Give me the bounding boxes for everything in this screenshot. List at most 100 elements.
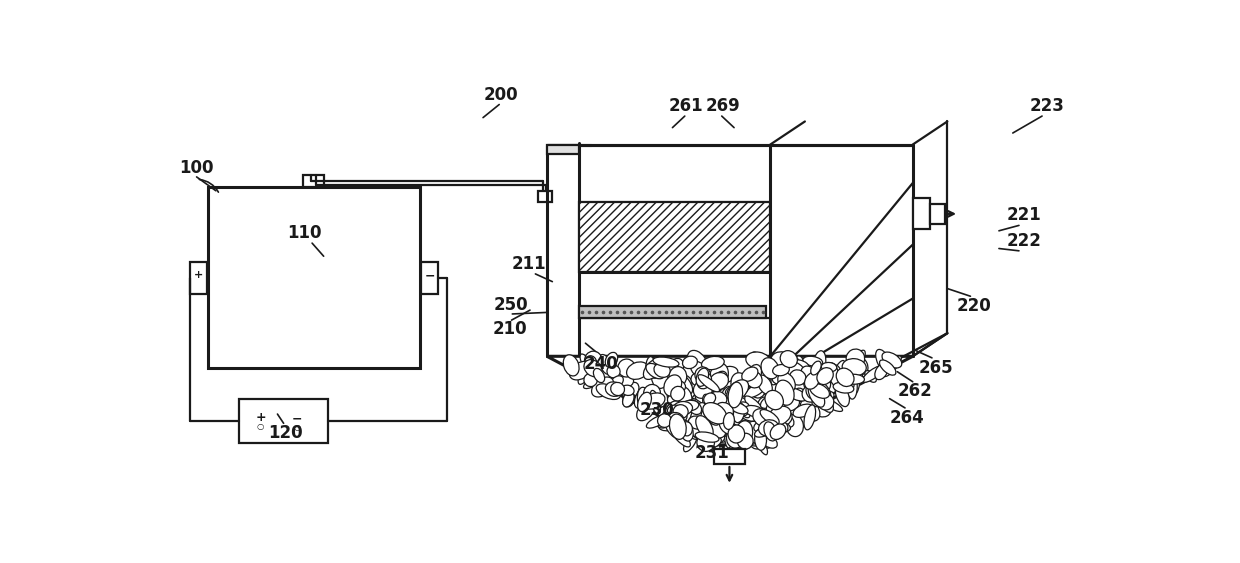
Ellipse shape <box>733 403 744 423</box>
Ellipse shape <box>698 436 722 450</box>
Ellipse shape <box>729 403 748 414</box>
Ellipse shape <box>753 409 773 427</box>
Text: −: − <box>291 412 303 425</box>
Ellipse shape <box>750 423 766 437</box>
Ellipse shape <box>697 397 712 409</box>
Ellipse shape <box>751 385 765 398</box>
Ellipse shape <box>801 366 815 378</box>
Ellipse shape <box>750 354 766 379</box>
Ellipse shape <box>764 418 777 436</box>
Ellipse shape <box>717 425 739 443</box>
Ellipse shape <box>702 406 718 430</box>
Ellipse shape <box>580 354 593 373</box>
Ellipse shape <box>833 382 854 393</box>
Ellipse shape <box>621 385 634 395</box>
Ellipse shape <box>671 391 693 403</box>
Ellipse shape <box>711 371 728 392</box>
Ellipse shape <box>732 391 750 408</box>
Ellipse shape <box>722 395 737 409</box>
Ellipse shape <box>691 403 707 428</box>
Ellipse shape <box>801 396 815 410</box>
Ellipse shape <box>848 358 862 373</box>
Text: 269: 269 <box>706 97 740 115</box>
Ellipse shape <box>584 373 598 387</box>
Ellipse shape <box>758 375 773 394</box>
Ellipse shape <box>810 385 828 408</box>
Ellipse shape <box>688 416 706 429</box>
Ellipse shape <box>792 356 804 370</box>
Ellipse shape <box>725 384 743 395</box>
Ellipse shape <box>704 409 718 425</box>
Ellipse shape <box>773 371 786 384</box>
Ellipse shape <box>715 403 733 418</box>
Ellipse shape <box>673 401 692 415</box>
Ellipse shape <box>605 382 622 396</box>
Ellipse shape <box>644 359 662 379</box>
Ellipse shape <box>849 372 859 395</box>
Ellipse shape <box>702 432 712 445</box>
Ellipse shape <box>701 407 720 424</box>
Ellipse shape <box>578 362 593 385</box>
Ellipse shape <box>760 392 782 408</box>
Ellipse shape <box>760 434 777 448</box>
Ellipse shape <box>807 374 822 399</box>
Ellipse shape <box>849 350 866 372</box>
Ellipse shape <box>763 404 779 425</box>
Ellipse shape <box>713 401 732 414</box>
Ellipse shape <box>587 372 598 385</box>
Ellipse shape <box>696 368 708 386</box>
Ellipse shape <box>808 385 825 407</box>
Ellipse shape <box>687 408 704 432</box>
Ellipse shape <box>742 367 758 381</box>
Ellipse shape <box>836 382 849 406</box>
Ellipse shape <box>730 373 749 395</box>
Bar <box>930 204 945 224</box>
Ellipse shape <box>817 383 831 403</box>
Ellipse shape <box>680 400 699 411</box>
Ellipse shape <box>766 425 784 439</box>
Ellipse shape <box>665 417 681 439</box>
Ellipse shape <box>691 361 706 376</box>
Ellipse shape <box>585 356 596 371</box>
Ellipse shape <box>728 382 743 408</box>
Ellipse shape <box>745 427 760 445</box>
Ellipse shape <box>605 352 618 368</box>
Ellipse shape <box>673 405 688 418</box>
Bar <box>547 145 579 154</box>
Text: 230: 230 <box>640 401 675 419</box>
Ellipse shape <box>813 351 826 375</box>
Ellipse shape <box>626 362 649 379</box>
Text: +: + <box>193 270 203 280</box>
Ellipse shape <box>713 377 732 396</box>
Ellipse shape <box>687 350 708 374</box>
Ellipse shape <box>657 414 671 427</box>
Bar <box>579 306 766 318</box>
Ellipse shape <box>709 373 728 390</box>
Ellipse shape <box>724 418 735 431</box>
Text: 261: 261 <box>668 97 703 115</box>
Ellipse shape <box>770 424 786 440</box>
Ellipse shape <box>683 434 697 452</box>
Ellipse shape <box>697 373 712 389</box>
Ellipse shape <box>644 385 661 401</box>
Ellipse shape <box>594 368 605 383</box>
Ellipse shape <box>666 412 686 430</box>
Ellipse shape <box>813 402 831 417</box>
Ellipse shape <box>800 399 820 421</box>
Ellipse shape <box>702 356 724 370</box>
Text: 110: 110 <box>288 224 321 242</box>
Ellipse shape <box>854 357 868 374</box>
Ellipse shape <box>754 427 770 437</box>
Ellipse shape <box>637 392 651 412</box>
Ellipse shape <box>635 390 646 408</box>
Ellipse shape <box>616 376 634 387</box>
Ellipse shape <box>583 362 596 375</box>
Ellipse shape <box>673 375 692 392</box>
Ellipse shape <box>738 404 764 421</box>
Ellipse shape <box>650 358 671 373</box>
Ellipse shape <box>784 361 806 381</box>
Ellipse shape <box>725 418 743 443</box>
Ellipse shape <box>775 380 794 405</box>
Ellipse shape <box>686 422 704 439</box>
Ellipse shape <box>663 375 682 396</box>
